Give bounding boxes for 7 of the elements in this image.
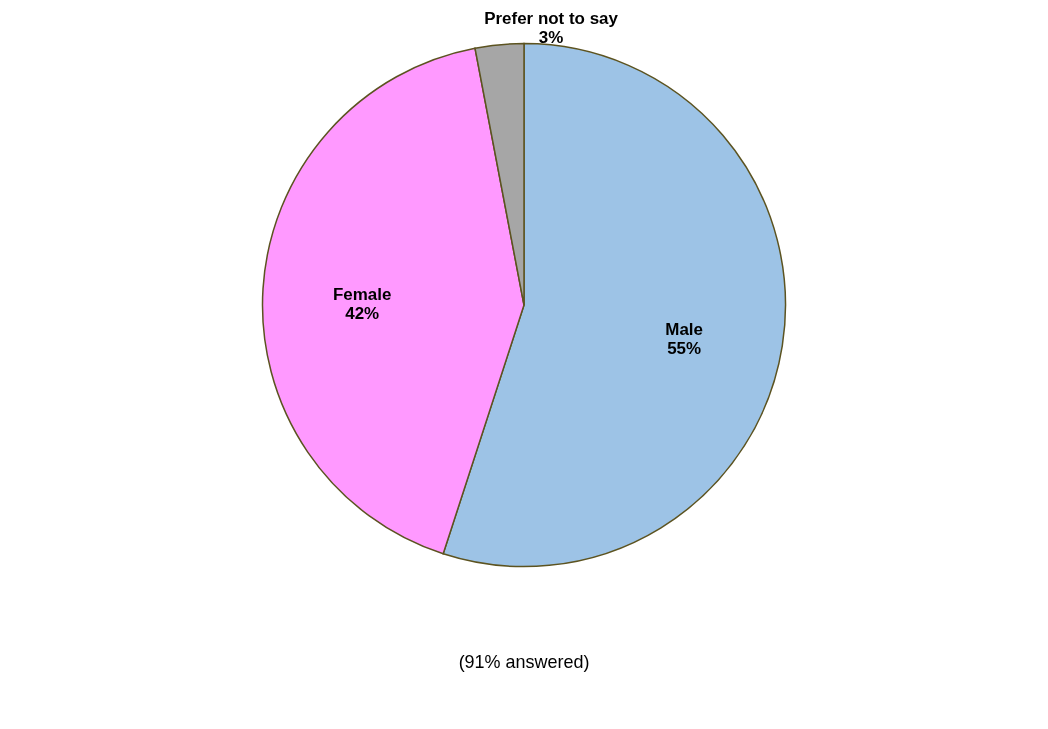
text: (91% answered) xyxy=(458,652,590,673)
slice-label: Prefer not to say xyxy=(484,8,619,28)
data-label: 55% xyxy=(667,339,702,359)
slice-label: Male xyxy=(665,320,703,340)
data-label: 42% xyxy=(345,303,380,323)
data-label: 3% xyxy=(538,27,564,47)
slice-label: Female xyxy=(332,284,392,304)
